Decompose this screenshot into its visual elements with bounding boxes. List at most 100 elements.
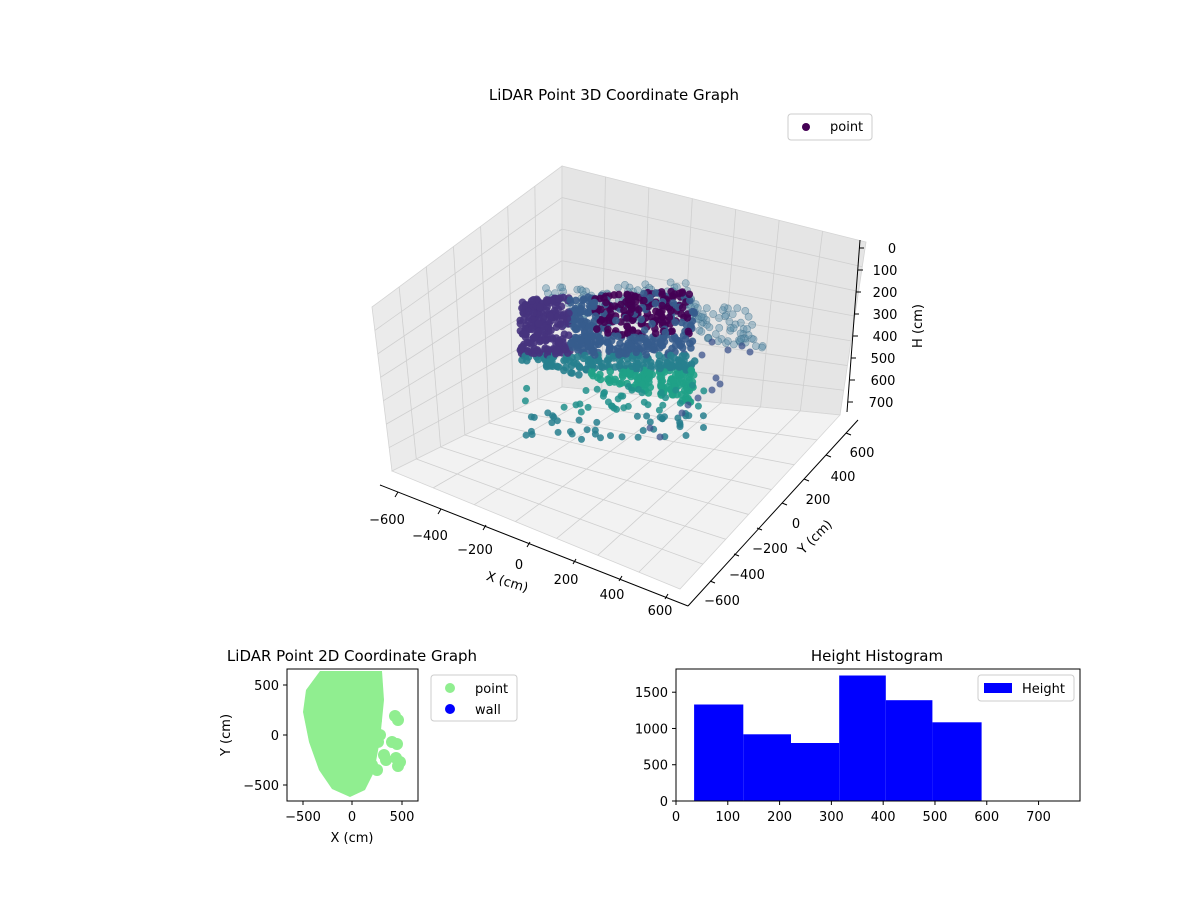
point-marker [676, 423, 684, 431]
point-marker [524, 317, 532, 325]
grid-line [561, 228, 859, 292]
point-marker [578, 435, 585, 443]
point-marker [566, 296, 574, 304]
point-marker [648, 320, 656, 328]
point-marker [646, 294, 654, 302]
y-tick [733, 553, 740, 557]
x-tick [526, 541, 531, 548]
x-tick [618, 575, 623, 582]
z-axis-line [846, 239, 861, 413]
point-marker [616, 356, 624, 365]
point-marker [684, 401, 692, 409]
point-marker [542, 337, 550, 345]
x-tick-label: 400 [871, 810, 896, 825]
point-marker [530, 339, 538, 347]
point-marker [534, 319, 543, 328]
point-marker [619, 368, 627, 377]
point-marker [554, 428, 562, 436]
grid-line [480, 226, 490, 424]
point-marker [726, 324, 735, 332]
point-marker [737, 334, 746, 343]
point-marker [581, 351, 589, 360]
legend-swatch-height [984, 683, 1012, 693]
axes-2d: −500 0 500 500 0 −500 X (cm) Y (cm) [219, 679, 414, 846]
x-tick-label: 400 [600, 588, 625, 603]
point-marker [553, 345, 561, 354]
x-tick [437, 508, 442, 515]
x-tick-label: −500 [285, 810, 321, 825]
point-marker [669, 299, 677, 307]
point-marker [708, 338, 716, 346]
histogram-bar [885, 700, 933, 801]
chart-2d-title: LiDAR Point 2D Coordinate Graph [227, 647, 477, 665]
histogram-bars [694, 675, 982, 801]
point-marker [656, 309, 665, 317]
y-tick [709, 580, 716, 584]
grid-line [601, 176, 606, 392]
x-tick-label: 0 [348, 810, 356, 825]
z-tick-label: 100 [873, 264, 898, 279]
point-marker [628, 304, 636, 313]
point-marker [624, 339, 632, 348]
point-marker [752, 342, 760, 350]
point-marker [542, 297, 551, 306]
legend-marker-point [445, 683, 455, 693]
point-marker [391, 738, 403, 750]
y-tick [825, 454, 832, 458]
point-marker [621, 280, 629, 289]
point-marker [697, 313, 706, 321]
grid-line [561, 260, 855, 317]
y-tick-label: 0 [271, 729, 279, 744]
point-marker [527, 413, 535, 421]
point-marker [733, 304, 742, 313]
point-marker [528, 431, 536, 438]
point-marker [548, 335, 556, 343]
z-axis-3d: 0 100 200 300 400 500 600 700 H (cm) [869, 242, 926, 411]
point-marker [371, 764, 383, 776]
point-marker [529, 309, 537, 317]
point-marker [593, 418, 601, 426]
point-marker [598, 363, 607, 372]
legend-label-point: point [830, 120, 863, 135]
point-marker [547, 326, 555, 335]
point-marker [576, 400, 584, 408]
point-marker [715, 314, 723, 322]
point-marker [666, 278, 675, 287]
point-marker [681, 378, 690, 386]
point-marker [588, 361, 597, 369]
point-marker [699, 412, 707, 420]
point-marker [617, 300, 625, 309]
legend-label-height: Height [1022, 682, 1065, 697]
point-marker [634, 374, 642, 383]
legend-2d: point wall [430, 674, 518, 722]
point-marker [667, 287, 675, 296]
point-marker [672, 283, 681, 291]
point-marker [544, 289, 552, 298]
point-marker [681, 279, 690, 288]
point-marker [593, 385, 601, 393]
y-tick-label: 1000 [635, 722, 668, 737]
point-marker [527, 297, 536, 305]
point-marker [610, 345, 618, 354]
grid-line [515, 398, 682, 522]
point-marker [612, 316, 620, 325]
point-marker [716, 380, 724, 388]
point-marker [664, 383, 672, 391]
point-marker [521, 397, 529, 405]
x-tick-label: 200 [767, 810, 792, 825]
point-marker [595, 356, 603, 365]
point-marker [546, 355, 554, 363]
point-marker [394, 756, 406, 768]
point-marker [576, 315, 584, 323]
point-marker [560, 403, 568, 411]
point-marker [677, 390, 686, 399]
point-marker [667, 307, 675, 315]
point-marker [582, 366, 590, 374]
point-marker [668, 361, 676, 370]
point-cloud-2d [366, 710, 406, 776]
point-marker [744, 312, 753, 321]
point-marker [714, 337, 723, 346]
point-marker [718, 306, 727, 315]
point-marker [611, 363, 619, 371]
point-marker [656, 364, 664, 373]
